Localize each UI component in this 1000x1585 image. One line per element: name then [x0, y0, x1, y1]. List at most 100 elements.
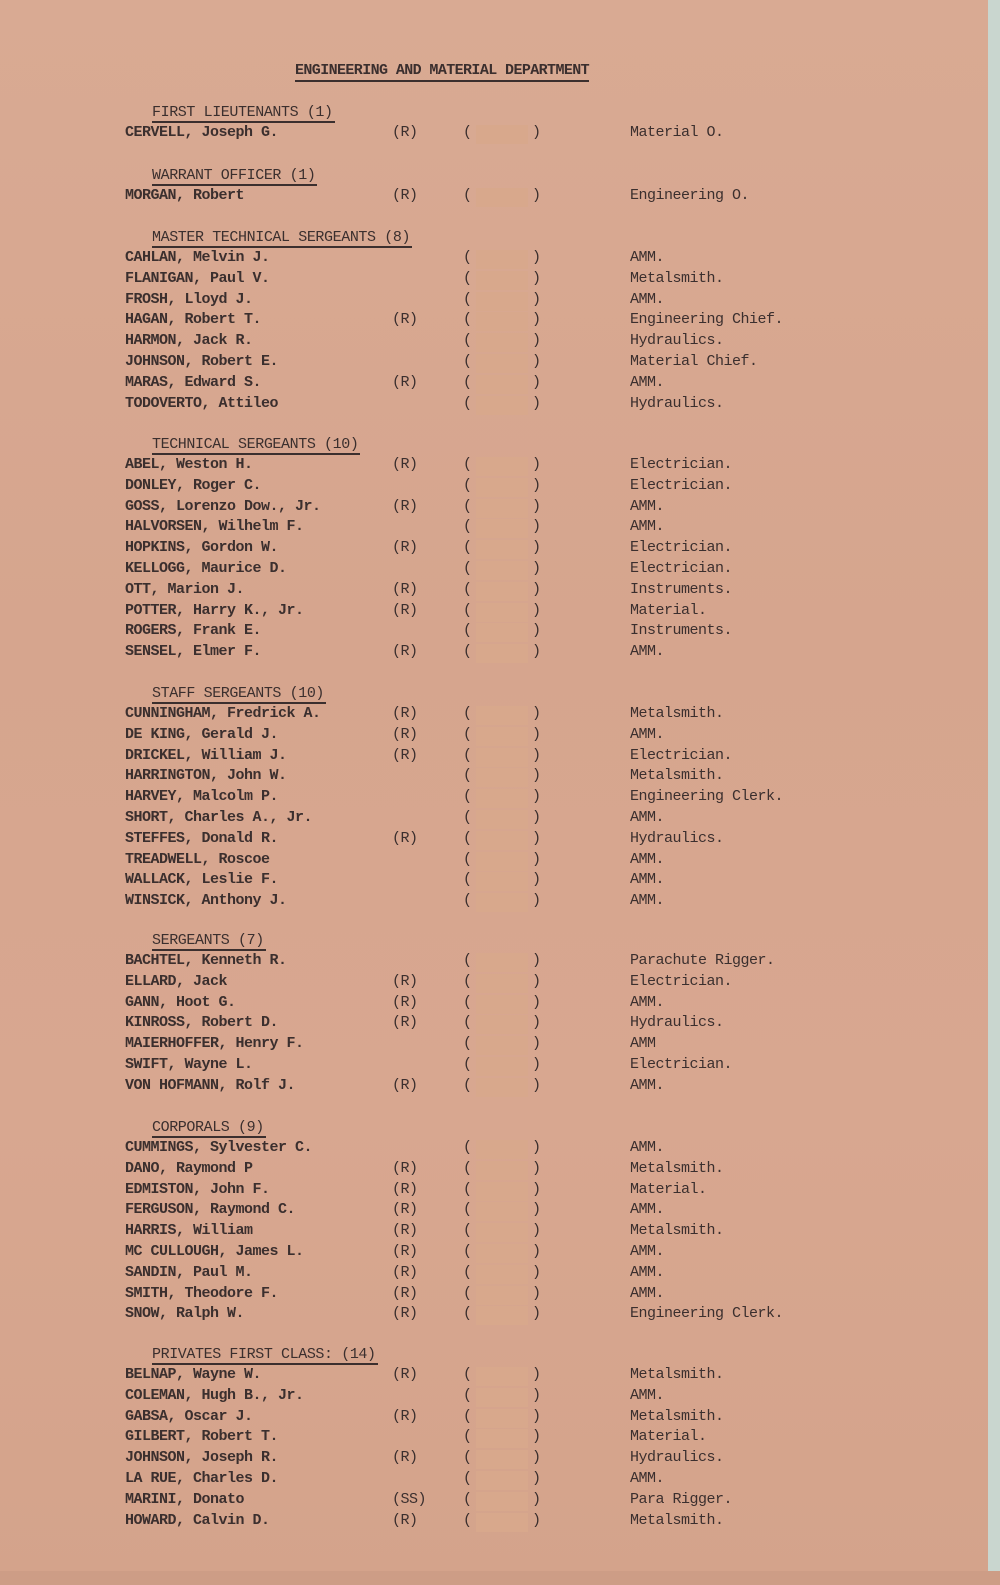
member-name: TREADWELL, Roscoe	[125, 850, 270, 868]
roster-row: MORGAN, Robert (R) () Engineering O.	[0, 187, 1000, 207]
member-role: AMM.	[630, 809, 665, 826]
open-paren: (	[463, 1366, 472, 1383]
open-paren: (	[463, 746, 472, 764]
redacted-field	[476, 1285, 528, 1305]
roster-row: GABSA, Oscar J. (R) () Metalsmith.	[0, 1408, 1000, 1428]
roster-row: FLANIGAN, Paul V. () Metalsmith.	[0, 270, 1000, 290]
redacted-field	[476, 125, 528, 144]
member-name: GOSS, Lorenzo Dow., Jr.	[125, 497, 321, 515]
roster-row: HARRIS, William (R) () Metalsmith.	[0, 1222, 1000, 1243]
roster-row: BACHTEL, Kenneth R. () Parachute Rigger.	[0, 952, 1000, 972]
roster-row: COLEMAN, Hugh B., Jr. () AMM.	[0, 1387, 1000, 1407]
member-status: (R)	[392, 1201, 418, 1219]
member-status: (R)	[392, 993, 418, 1011]
open-paren: (	[463, 1305, 472, 1323]
member-name: BACHTEL, Kenneth R.	[125, 952, 287, 969]
redacted-field	[476, 477, 528, 497]
roster-row: DE KING, Gerald J. (R) () AMM.	[0, 726, 1000, 746]
member-name: TODOVERTO, Attileo	[125, 394, 279, 412]
member-name: SNOW, Ralph W.	[125, 1305, 245, 1323]
member-name: DANO, Raymond P	[125, 1159, 253, 1177]
open-paren: (	[463, 1284, 472, 1302]
member-status: (SS)	[392, 1490, 427, 1508]
close-paren: )	[532, 1159, 541, 1177]
redacted-field	[476, 457, 528, 476]
member-name: HALVORSEN, Wilhelm F.	[125, 518, 304, 536]
member-role: Instruments.	[630, 580, 733, 598]
roster-row: BELNAP, Wayne W. (R) () Metalsmith.	[0, 1366, 1000, 1386]
member-role: Electrician.	[630, 476, 733, 494]
member-role: AMM.	[630, 249, 665, 266]
open-paren: (	[463, 788, 472, 806]
member-role: Engineering Clerk.	[630, 788, 784, 806]
redacted-field	[476, 644, 528, 664]
member-name: HARRIS, William	[125, 1222, 253, 1240]
member-status: (R)	[392, 746, 418, 764]
member-name: OTT, Marion J.	[125, 580, 245, 598]
open-paren: (	[463, 809, 472, 826]
open-paren: (	[463, 1139, 472, 1156]
roster-row: GANN, Hoot G. (R) () AMM.	[0, 994, 1000, 1014]
redacted-field	[476, 1306, 528, 1326]
open-paren: (	[463, 952, 472, 969]
redacted-field	[476, 1181, 528, 1201]
member-status: (R)	[392, 187, 418, 204]
roster-row: SWIFT, Wayne L. () Electrician.	[0, 1056, 1000, 1076]
close-paren: )	[532, 560, 541, 577]
roster-row: SANDIN, Paul M. (R) () AMM.	[0, 1264, 1000, 1284]
member-role: AMM.	[630, 1263, 665, 1281]
member-name: ABEL, Weston H.	[125, 456, 253, 473]
open-paren: (	[463, 187, 472, 204]
redacted-field	[476, 374, 528, 394]
roster-row: MARINI, Donato (SS) () Para Rigger.	[0, 1491, 1000, 1511]
roster-row: HAGAN, Robert T. (R) () Engineering Chief.	[0, 311, 1000, 332]
close-paren: )	[532, 518, 541, 536]
close-paren: )	[532, 1243, 541, 1260]
member-name: CUMMINGS, Sylvester C.	[125, 1139, 313, 1156]
member-name: GANN, Hoot G.	[125, 993, 236, 1011]
open-paren: (	[463, 1428, 472, 1446]
member-name: HAGAN, Robert T.	[125, 311, 262, 329]
redacted-field	[476, 291, 528, 311]
member-role: Material.	[630, 601, 707, 619]
close-paren: )	[532, 311, 541, 329]
roster-row: MARAS, Edward S. (R) () AMM.	[0, 374, 1000, 394]
open-paren: (	[463, 871, 472, 889]
member-role: AMM.	[630, 1386, 665, 1404]
member-name: KELLOGG, Maurice D.	[125, 560, 287, 577]
member-name: SANDIN, Paul M.	[125, 1263, 253, 1281]
redacted-field	[476, 1036, 528, 1056]
open-paren: (	[463, 1511, 472, 1529]
member-role: Electrician.	[630, 539, 733, 557]
close-paren: )	[532, 601, 541, 619]
open-paren: (	[463, 560, 472, 577]
member-role: Hydraulics.	[630, 1014, 724, 1032]
member-name: BELNAP, Wayne W.	[125, 1366, 262, 1383]
member-status: (R)	[392, 497, 418, 515]
close-paren: )	[532, 476, 541, 494]
section-heading: TECHNICAL SERGEANTS (10)	[152, 436, 361, 455]
redacted-field	[476, 789, 528, 809]
member-name: HOWARD, Calvin D.	[125, 1511, 270, 1529]
member-status: (R)	[392, 1284, 418, 1302]
member-role: Para Rigger.	[630, 1490, 733, 1508]
open-paren: (	[463, 580, 472, 598]
member-role: Metalsmith.	[630, 1511, 724, 1529]
close-paren: )	[532, 1386, 541, 1404]
close-paren: )	[532, 892, 541, 910]
member-role: Metalsmith.	[630, 705, 724, 722]
member-status: (R)	[392, 1263, 418, 1281]
member-role: AMM.	[630, 725, 665, 743]
member-role: Metalsmith.	[630, 1366, 724, 1383]
redacted-field	[476, 1264, 528, 1284]
open-paren: (	[463, 269, 472, 287]
roster-row: DANO, Raymond P (R) () Metalsmith.	[0, 1160, 1000, 1180]
member-role: AMM.	[630, 1470, 665, 1487]
close-paren: )	[532, 1139, 541, 1156]
open-paren: (	[463, 1076, 472, 1094]
close-paren: )	[532, 871, 541, 889]
open-paren: (	[463, 456, 472, 473]
redacted-field	[476, 250, 528, 269]
roster-row: CAHLAN, Melvin J. () AMM.	[0, 249, 1000, 269]
roster-row: ROGERS, Frank E. () Instruments.	[0, 622, 1000, 643]
